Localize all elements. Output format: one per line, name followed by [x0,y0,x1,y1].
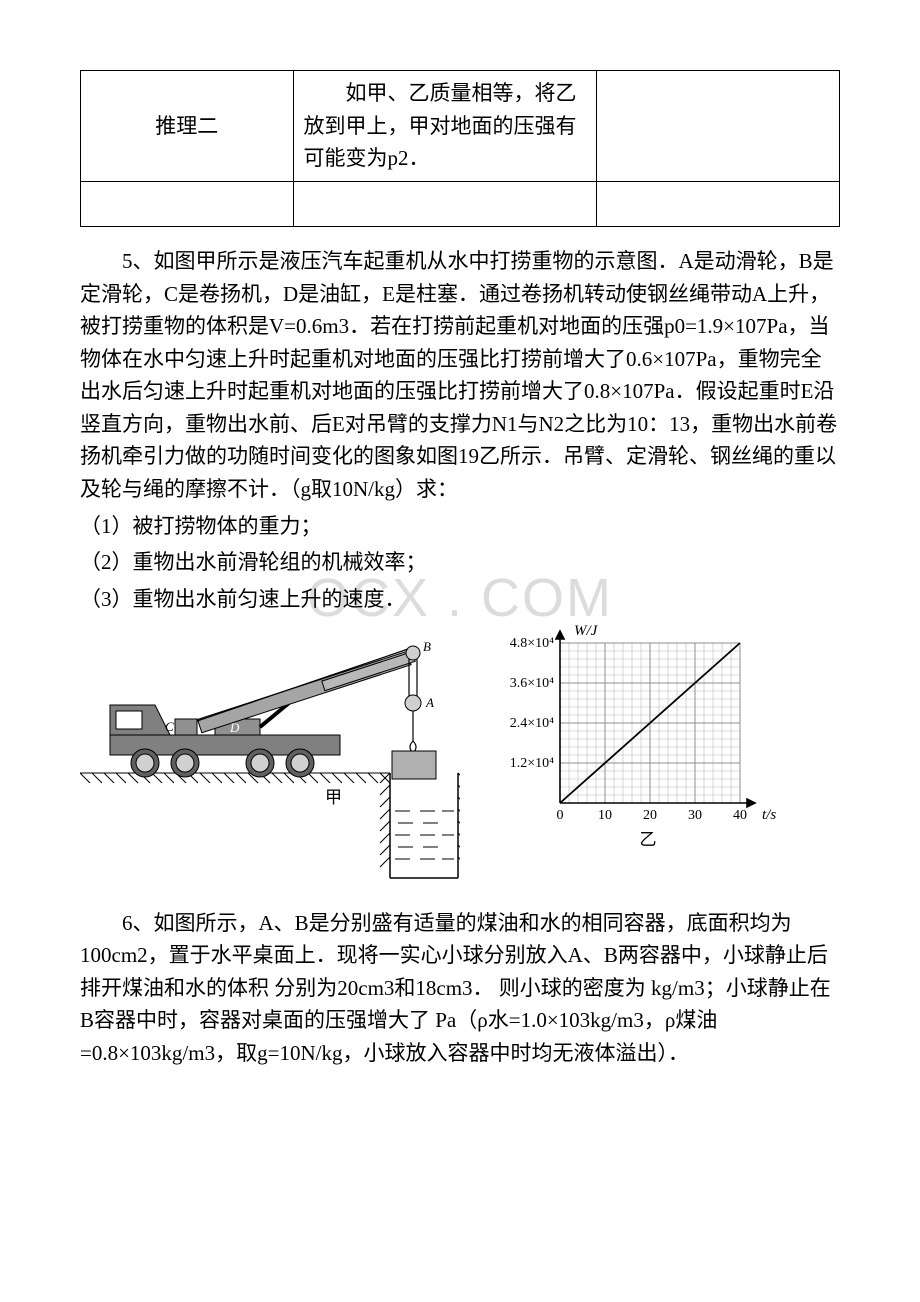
ytick: 4.8×10⁴ [510,636,554,651]
crane-figure: C D E B A [80,623,460,893]
svg-text:0: 0 [557,808,564,823]
cell-left: 推理二 [81,71,294,182]
chart-svg: 1.2×10⁴ 2.4×10⁴ 3.6×10⁴ 4.8×10⁴ 0 10 20 … [490,623,790,863]
svg-text:B: B [423,639,431,654]
y-axis-label: W/J [574,623,599,639]
x-axis-label: t/s [762,807,776,823]
cell-mid: 如甲、乙质量相等，将乙放到甲上，甲对地面的压强有可能变为p2． [293,71,597,182]
crane-caption: 甲 [325,788,342,807]
cell-right [597,71,840,182]
svg-text:40: 40 [733,808,747,823]
svg-text:30: 30 [688,808,702,823]
cell-empty [81,181,294,227]
chart-caption: 乙 [640,830,657,849]
cell-empty [293,181,597,227]
figure-row: C D E B A [80,623,840,893]
problem-5-q3: （3）重物出水前匀速上升的速度． [80,583,840,616]
reasoning-table: 推理二 如甲、乙质量相等，将乙放到甲上，甲对地面的压强有可能变为p2． [80,70,840,227]
ytick: 2.4×10⁴ [510,716,554,731]
cell-empty [597,181,840,227]
problem-5-q2: （2）重物出水前滑轮组的机械效率； [80,546,840,579]
svg-text:20: 20 [643,808,657,823]
svg-text:10: 10 [598,808,612,823]
ytick: 3.6×10⁴ [510,676,554,691]
crane-svg: C D E B A [80,623,460,883]
svg-text:C: C [165,719,174,734]
problem-5-q1: （1）被打捞物体的重力； [80,510,840,543]
table-row: 推理二 如甲、乙质量相等，将乙放到甲上，甲对地面的压强有可能变为p2． [81,71,840,182]
table-row-empty [81,181,840,227]
ytick: 1.2×10⁴ [510,756,554,771]
problem-6-text: 6、如图所示，A、B是分别盛有适量的煤油和水的相同容器，底面积均为100cm2，… [80,907,840,1070]
svg-text:A: A [425,695,434,710]
work-time-chart: 1.2×10⁴ 2.4×10⁴ 3.6×10⁴ 4.8×10⁴ 0 10 20 … [490,623,790,873]
problem-5-intro: 5、如图甲所示是液压汽车起重机从水中打捞重物的示意图．A是动滑轮，B是定滑轮，C… [80,245,840,505]
